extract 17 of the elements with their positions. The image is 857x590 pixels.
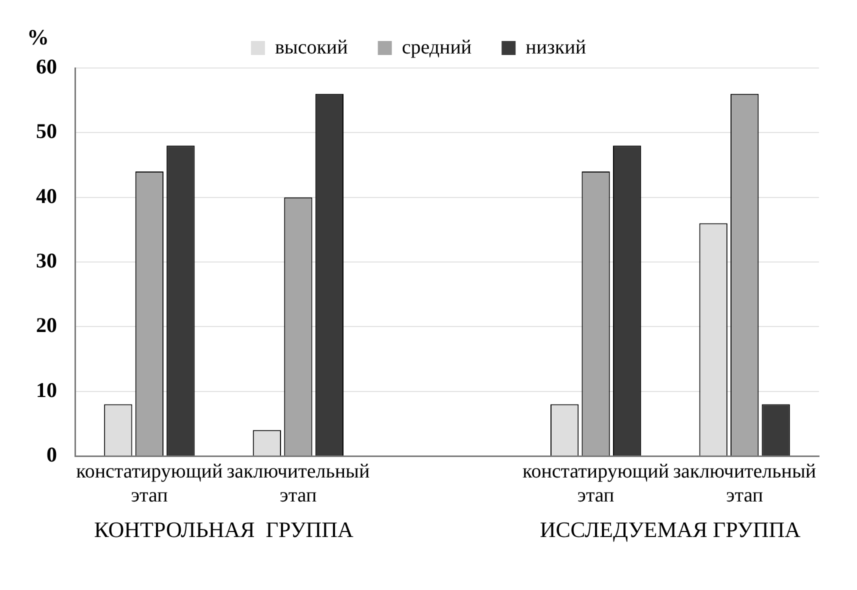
y-axis-title: %: [27, 24, 49, 50]
y-tick-label: 10: [36, 378, 57, 402]
y-tick-label: 30: [36, 248, 57, 272]
text: ИССЛЕДУЕМАЯ ГРУППА: [540, 516, 801, 542]
x-tick-label: заключительный этап: [673, 460, 816, 506]
y-tick-label: 60: [36, 54, 57, 78]
x-tick-label: констатирующий этап: [76, 460, 223, 506]
legend-label: средний: [402, 36, 472, 58]
legend-label: высокий: [274, 36, 348, 58]
legend-label: низкий: [526, 36, 586, 58]
y-tick-label: 20: [36, 313, 57, 338]
text: КОНТРОЛЬНАЯ ГРУППА: [94, 516, 354, 542]
y-tick-label: 50: [36, 119, 57, 144]
x-tick-label: заключительный этап: [226, 460, 370, 506]
x-tick-label: констатирующий этап: [522, 460, 670, 506]
y-tick-label: 0: [46, 442, 57, 466]
y-tick-label: 40: [36, 184, 57, 208]
